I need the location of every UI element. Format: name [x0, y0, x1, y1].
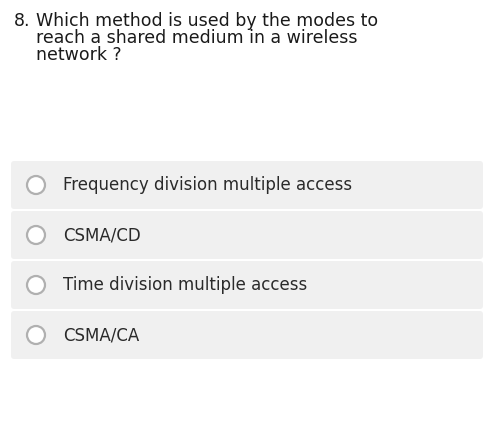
FancyBboxPatch shape [11, 261, 483, 309]
Circle shape [27, 226, 45, 244]
Text: CSMA/CA: CSMA/CA [63, 326, 139, 344]
Text: reach a shared medium in a wireless: reach a shared medium in a wireless [36, 29, 358, 47]
Circle shape [27, 276, 45, 294]
Text: Time division multiple access: Time division multiple access [63, 276, 307, 294]
Text: CSMA/CD: CSMA/CD [63, 226, 141, 244]
Text: 8.: 8. [14, 12, 31, 30]
Text: Which method is used by the modes to: Which method is used by the modes to [36, 12, 378, 30]
Circle shape [27, 326, 45, 344]
FancyBboxPatch shape [11, 311, 483, 359]
Text: network ?: network ? [36, 46, 122, 64]
Circle shape [27, 176, 45, 194]
Text: Frequency division multiple access: Frequency division multiple access [63, 176, 352, 194]
FancyBboxPatch shape [11, 161, 483, 209]
FancyBboxPatch shape [11, 211, 483, 259]
